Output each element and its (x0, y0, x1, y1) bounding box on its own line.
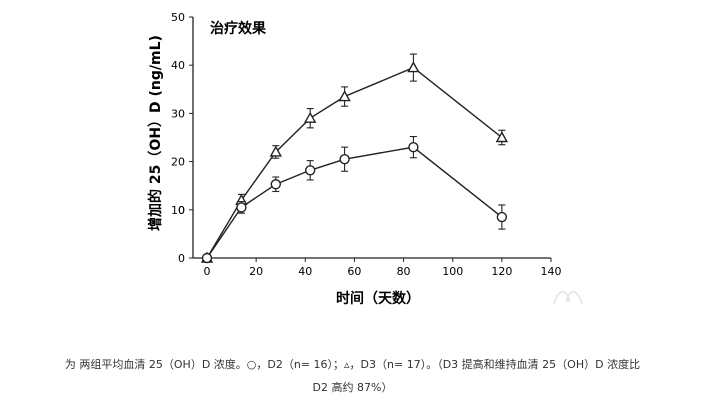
y-tick-label: 20 (171, 156, 185, 169)
y-axis-label: 增加的 25（OH）D (ng/mL) (147, 35, 164, 231)
chart-title: 治疗效果 (210, 20, 267, 37)
figure-caption-line-2: D2 高约 87%） (312, 381, 393, 394)
x-tick-label: 40 (298, 265, 312, 278)
data-point-circle (305, 165, 316, 176)
x-tick-label: 0 (204, 265, 211, 278)
y-tick-label: 40 (171, 59, 185, 72)
series-circle (201, 135, 508, 264)
data-point-circle (201, 252, 213, 264)
series-layer (200, 53, 509, 264)
data-point-triangle (407, 61, 420, 73)
data-point-triangle (304, 111, 317, 123)
series-line (206, 146, 503, 259)
x-tick-label: 20 (249, 265, 263, 278)
x-axis-label: 时间（天数） (336, 290, 420, 307)
y-tick-label: 0 (178, 252, 185, 265)
watermark-logo-icon (553, 291, 583, 305)
figure-caption-line-1: 为 两组平均血清 25（OH）D 浓度。○，D2（n= 16）；▵，D3（n= … (64, 358, 641, 371)
x-tick-label: 140 (541, 265, 562, 278)
data-point-circle (270, 179, 281, 190)
data-point-triangle (495, 131, 509, 143)
y-tick-label: 0 (178, 204, 185, 217)
y-tick-label: 10 (171, 204, 185, 217)
x-tick-label: 120 (491, 265, 512, 278)
y-tick-label: 50 (171, 11, 185, 24)
data-point-circle (236, 202, 247, 213)
y-tick-label: 30 (171, 107, 185, 120)
data-point-triangle (338, 90, 351, 102)
data-point-circle (408, 141, 419, 153)
x-tick-label: 100 (442, 265, 463, 278)
data-point-circle (496, 211, 508, 223)
series-line (206, 66, 503, 259)
x-tick-label: 80 (397, 265, 411, 278)
x-tick-label: 60 (347, 265, 361, 278)
data-point-triangle (269, 145, 282, 157)
data-point-circle (339, 153, 350, 165)
